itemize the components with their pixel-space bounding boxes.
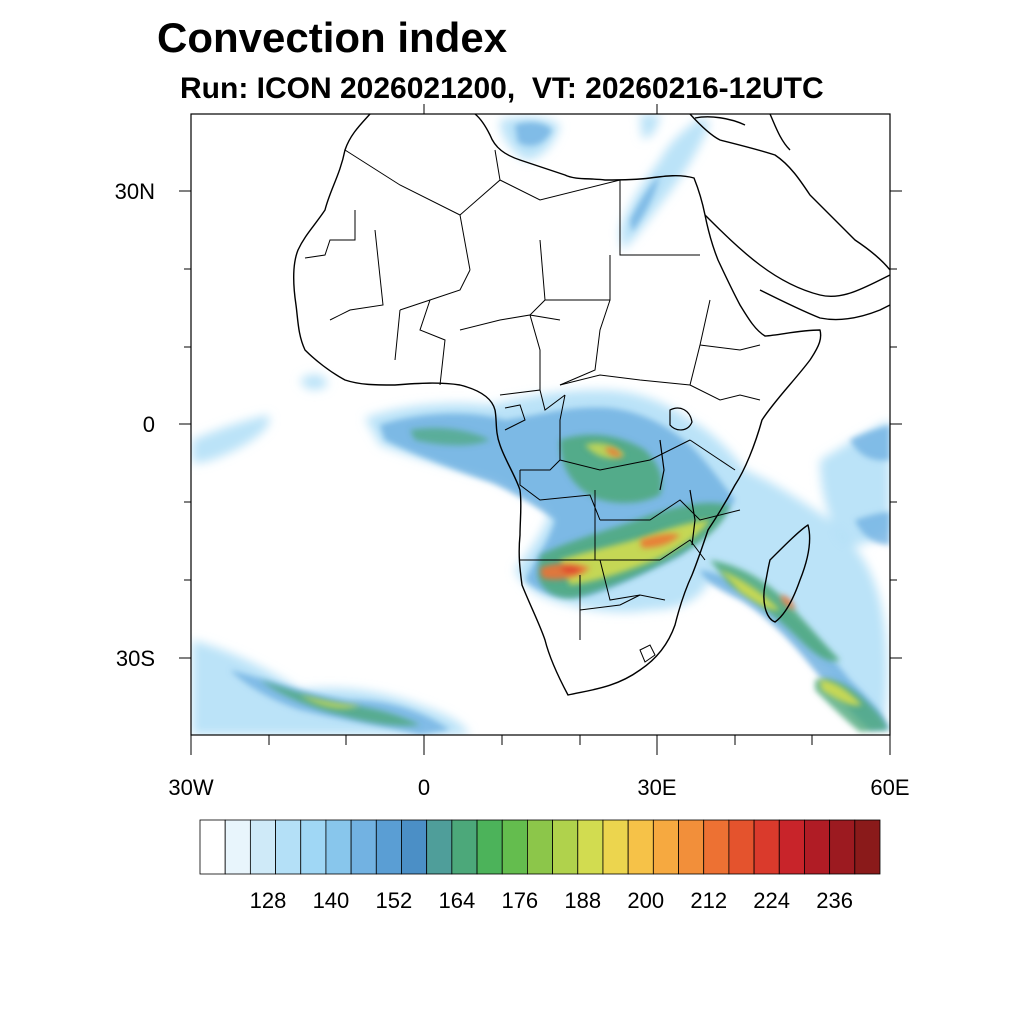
colorbar-swatch xyxy=(476,819,503,875)
colorbar-swatch xyxy=(678,819,705,875)
colorbar-tick-label: 152 xyxy=(375,888,413,913)
lakes xyxy=(659,407,696,546)
colorbar-swatch xyxy=(426,819,453,875)
x-tick-label-30w: 30W xyxy=(168,775,214,800)
map-title: Convection index xyxy=(157,14,508,61)
colorbar-swatch xyxy=(627,819,654,875)
africa-outline xyxy=(292,114,890,696)
colorbar-swatch xyxy=(199,819,226,875)
x-tick-label-0: 0 xyxy=(417,775,431,800)
colorbar-swatch xyxy=(501,819,528,875)
colorbar-swatch xyxy=(753,819,780,875)
y-tick-label-0: 0 xyxy=(142,412,155,437)
colorbar-swatch xyxy=(224,819,251,875)
x-tick-label-60e: 60E xyxy=(870,775,910,800)
colorbar-tick-label: 200 xyxy=(627,888,665,913)
colorbar-swatch xyxy=(854,819,881,875)
colorbar-swatch xyxy=(350,819,377,875)
map-subtitle: Run: ICON 2026021200, VT: 20260216-12UTC xyxy=(180,72,824,105)
colorbar-tick-label: 212 xyxy=(690,888,728,913)
colorbar-swatch xyxy=(375,819,402,875)
colorbar-swatch xyxy=(275,819,302,875)
colorbar-swatch xyxy=(804,819,831,875)
colorbar-swatch xyxy=(778,819,805,875)
axis-ticks xyxy=(179,104,902,755)
colorbar-swatch xyxy=(652,819,679,875)
colorbar-swatch xyxy=(527,819,553,875)
colorbar-tick-label: 140 xyxy=(312,888,350,913)
colorbar-tick-label: 176 xyxy=(501,888,539,913)
colorbar-swatch xyxy=(703,819,730,875)
colorbar-swatch xyxy=(552,819,579,875)
x-tick-label-30e: 30E xyxy=(637,775,677,800)
map-content xyxy=(192,114,890,735)
y-tick-label-30s: 30S xyxy=(115,646,155,671)
convection-field-red xyxy=(540,447,795,610)
colorbar-swatch xyxy=(325,819,352,875)
colorbar-swatch xyxy=(300,819,327,875)
colorbar xyxy=(199,819,881,875)
colorbar-swatch xyxy=(829,819,856,875)
colorbar-tick-label: 188 xyxy=(564,888,602,913)
colorbar-tick-label: 164 xyxy=(438,888,476,913)
colorbar-tick-label: 128 xyxy=(249,888,287,913)
colorbar-swatch xyxy=(401,819,428,875)
y-tick-label-30n: 30N xyxy=(114,179,155,204)
colorbar-swatch xyxy=(249,819,276,875)
colorbar-tick-label: 224 xyxy=(753,888,791,913)
colorbar-swatch xyxy=(602,819,629,875)
colorbar-swatch xyxy=(728,819,755,875)
colorbar-swatch xyxy=(451,819,478,875)
country-borders xyxy=(304,149,761,663)
colorbar-swatch xyxy=(577,819,604,875)
colorbar-tick-label: 236 xyxy=(816,888,853,913)
